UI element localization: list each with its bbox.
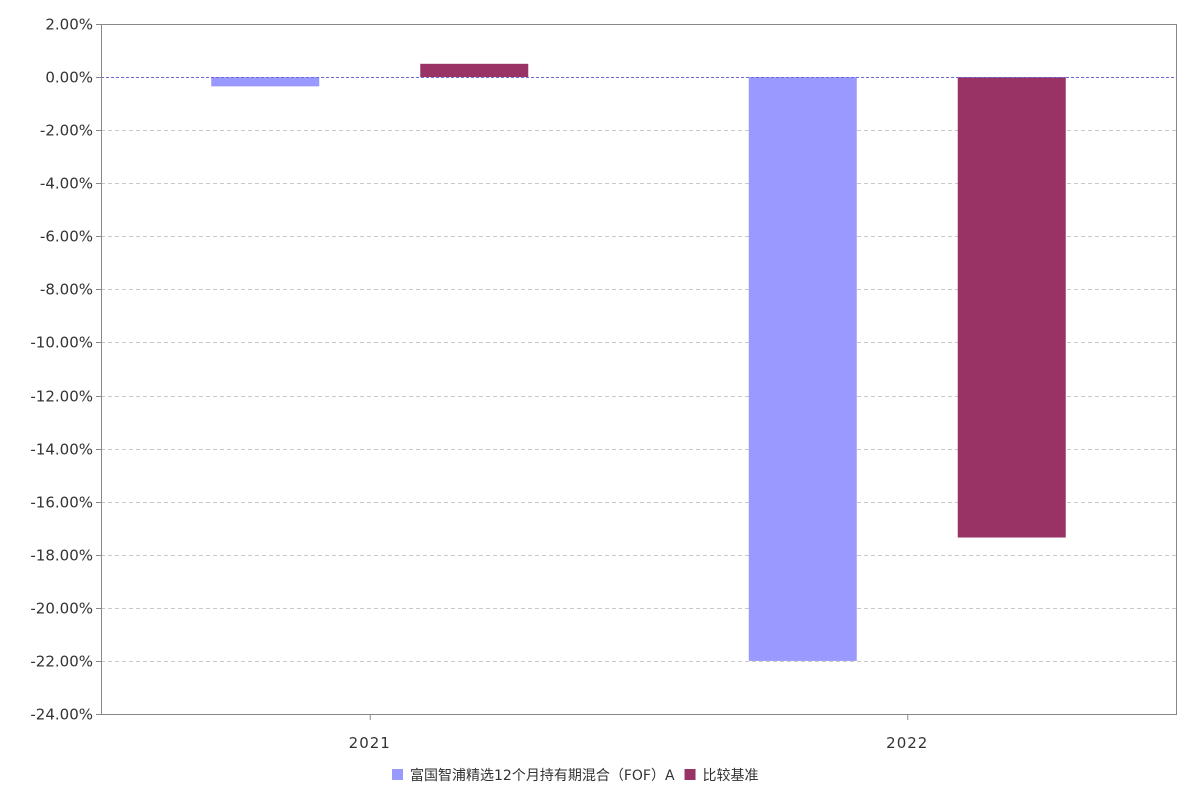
bar-layer: [211, 63, 1066, 661]
y-tick-label: -22.00%: [30, 653, 93, 671]
y-tick-label: -18.00%: [30, 547, 93, 565]
y-tick-label: -16.00%: [30, 494, 93, 512]
y-tick-label: -6.00%: [40, 228, 93, 246]
bar-2021-series-1: [211, 77, 320, 87]
legend-label: 富国智浦精选12个月持有期混合（FOF）A: [410, 767, 675, 784]
legend-swatch: [392, 769, 403, 780]
y-tick-label: -14.00%: [30, 441, 93, 459]
y-tick-label: -20.00%: [30, 600, 93, 618]
legend-swatch: [684, 769, 696, 780]
axis-layer: [96, 24, 1177, 720]
y-tick-label: 0.00%: [45, 69, 93, 87]
y-tick-label: -24.00%: [30, 706, 93, 724]
y-tick-label: -10.00%: [30, 334, 93, 352]
y-tick-label: -8.00%: [40, 281, 93, 299]
y-tick-label: -2.00%: [40, 122, 93, 140]
y-tick-labels: 2.00% 0.00% -2.00% -4.00% -6.00% -8.00% -10.00…: [30, 16, 93, 724]
x-tick-label: 2022: [886, 734, 928, 752]
bar-2022-series-2: [957, 77, 1066, 538]
legend-label: 比较基准: [703, 767, 759, 784]
y-tick-label: -4.00%: [40, 175, 93, 193]
legend: 富国智浦精选12个月持有期混合（FOF）A 比较基准: [392, 767, 759, 784]
x-tick-label: 2021: [349, 734, 391, 752]
y-tick-label: 2.00%: [45, 16, 93, 34]
y-tick-label: -12.00%: [30, 388, 93, 406]
x-tick-labels: 2021 2022: [349, 734, 928, 752]
plot-frame: [101, 24, 1177, 715]
bar-2022-series-1: [748, 77, 857, 661]
bar-2021-series-2: [420, 63, 529, 78]
